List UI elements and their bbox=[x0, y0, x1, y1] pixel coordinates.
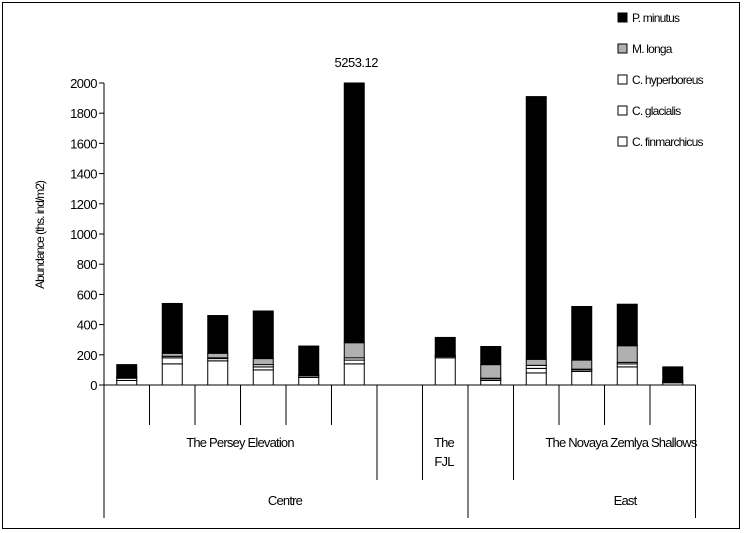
bar-segment-c-finmarchicus bbox=[343, 363, 365, 386]
bar-segment-p-minutus bbox=[207, 315, 229, 354]
bar-segment-p-minutus bbox=[525, 96, 547, 360]
bar-segment-c-finmarchicus bbox=[480, 379, 502, 386]
y-tick-label: 1000 bbox=[70, 227, 97, 242]
bar-segment-c-finmarchicus bbox=[161, 363, 183, 386]
bar-segment-c-finmarchicus bbox=[298, 376, 320, 386]
legend-label-c-finmarchicus: C. finmarchicus bbox=[632, 135, 703, 149]
bar-segment-c-finmarchicus bbox=[616, 366, 638, 386]
bar-segment-c-finmarchicus bbox=[252, 369, 274, 386]
group-label-novaya-zemlya: The Novaya Zemlya Shallows bbox=[545, 435, 697, 450]
x-axis-categories bbox=[103, 384, 696, 518]
y-tick-label: 600 bbox=[77, 287, 97, 302]
bar-segment-m-longa bbox=[207, 352, 229, 359]
bar-segment-p-minutus bbox=[116, 364, 138, 378]
group-label-east: East bbox=[614, 493, 638, 508]
bar-segment-c-glacialis bbox=[525, 367, 547, 374]
legend-swatch-m-longa bbox=[617, 43, 628, 54]
y-tick-label: 0 bbox=[90, 378, 97, 393]
bar-segment-m-longa bbox=[343, 342, 365, 359]
legend: P. minutus M. longa C. hyperboreus C. gl… bbox=[617, 11, 704, 149]
y-tick-label: 1800 bbox=[70, 106, 97, 121]
bar-segment-p-minutus bbox=[343, 82, 365, 344]
bar-segment-p-minutus bbox=[480, 345, 502, 366]
legend-swatch-c-hyperboreus bbox=[617, 74, 628, 85]
bar-segment-c-glacialis bbox=[343, 359, 365, 365]
y-tick-label: 1200 bbox=[70, 197, 97, 212]
y-tick-label: 400 bbox=[77, 318, 97, 333]
bar-segment-m-longa bbox=[252, 358, 274, 366]
bar-segment-p-minutus bbox=[571, 305, 593, 361]
y-tick-label: 200 bbox=[77, 348, 97, 363]
y-tick-label: 800 bbox=[77, 257, 97, 272]
legend-label-c-glacialis: C. glacialis bbox=[632, 104, 681, 118]
group-label-centre: Centre bbox=[268, 493, 303, 508]
bar-segment-m-longa bbox=[525, 358, 547, 366]
bars bbox=[116, 82, 684, 386]
bar-segment-c-finmarchicus bbox=[116, 379, 138, 386]
y-axis: 0 200 400 600 800 1000 1200 1400 1600 1800 2000 bbox=[70, 76, 105, 393]
y-tick-label: 1400 bbox=[70, 167, 97, 182]
bar-segment-m-longa bbox=[571, 359, 593, 370]
y-tick-label: 1600 bbox=[70, 136, 97, 151]
legend-swatch-c-finmarchicus bbox=[617, 136, 628, 147]
bar-segment-c-glacialis bbox=[161, 357, 183, 365]
legend-swatch-c-glacialis bbox=[617, 105, 628, 116]
bar-segment-p-minutus bbox=[161, 302, 183, 354]
legend-label-c-hyperboreus: C. hyperboreus bbox=[632, 73, 704, 87]
bar-segment-p-minutus bbox=[616, 303, 638, 347]
group-label-fjl-line1: The bbox=[434, 435, 455, 450]
bar-segment-p-minutus bbox=[662, 366, 684, 381]
bar-segment-p-minutus bbox=[252, 310, 274, 360]
bar-segment-c-finmarchicus bbox=[207, 360, 229, 386]
bar-annotation: 5253.12 bbox=[335, 55, 379, 70]
y-tick-label: 2000 bbox=[70, 76, 97, 91]
legend-label-m-longa: M. longa bbox=[632, 42, 673, 56]
bar-segment-p-minutus bbox=[434, 336, 456, 357]
legend-swatch-p-minutus bbox=[617, 12, 628, 23]
bar-segment-m-longa bbox=[616, 345, 638, 363]
y-axis-label: Abundance (ths. ind/m2) bbox=[33, 180, 47, 289]
group-label-persey: The Persey Elevation bbox=[186, 435, 294, 450]
bar-segment-p-minutus bbox=[298, 345, 320, 376]
bar-segment-c-finmarchicus bbox=[434, 357, 456, 386]
group-label-fjl-line2: FJL bbox=[434, 454, 454, 469]
bar-segment-c-finmarchicus bbox=[571, 370, 593, 386]
bar-segment-c-finmarchicus bbox=[525, 372, 547, 386]
bar-segment-m-longa bbox=[480, 364, 502, 379]
legend-label-p-minutus: P. minutus bbox=[632, 11, 680, 25]
